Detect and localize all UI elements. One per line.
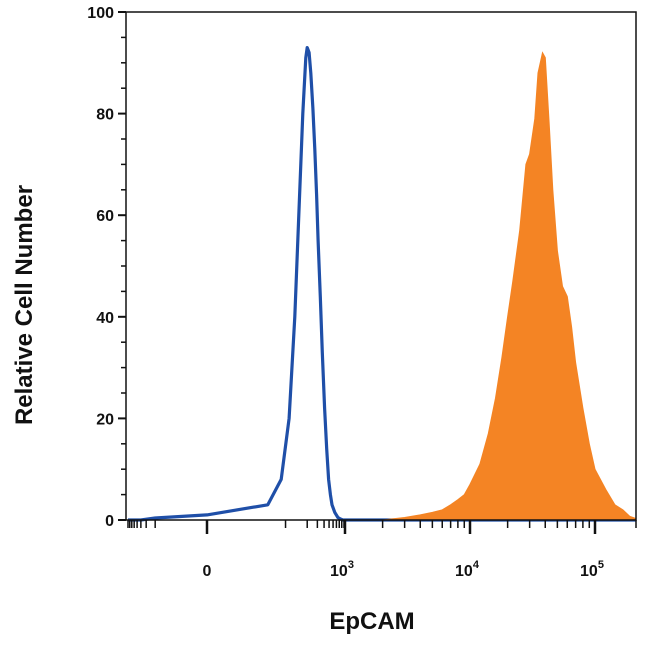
x-axis-title: EpCAM: [329, 608, 414, 635]
series-layer: [128, 46, 637, 522]
y-axis-title: Relative Cell Number: [11, 185, 38, 425]
x-tick-exponent: 3: [348, 559, 354, 571]
x-tick-label: 103: [330, 559, 354, 580]
series-1-filled-histogram: [128, 51, 637, 521]
y-tick-label: 40: [96, 310, 114, 327]
y-tick-label: 100: [87, 5, 114, 22]
y-tick-label: 60: [96, 208, 114, 225]
y-tick-label: 0: [105, 513, 114, 530]
y-tick-label: 80: [96, 107, 114, 124]
x-tick-exponent: 4: [473, 559, 480, 571]
x-tick-label: 104: [455, 559, 480, 580]
x-tick-label: 0: [203, 563, 212, 580]
x-tick-label: 105: [580, 559, 604, 580]
y-tick-label: 20: [96, 411, 114, 428]
series-0-outline-histogram: [128, 46, 636, 522]
x-tick-exponent: 5: [598, 559, 604, 571]
